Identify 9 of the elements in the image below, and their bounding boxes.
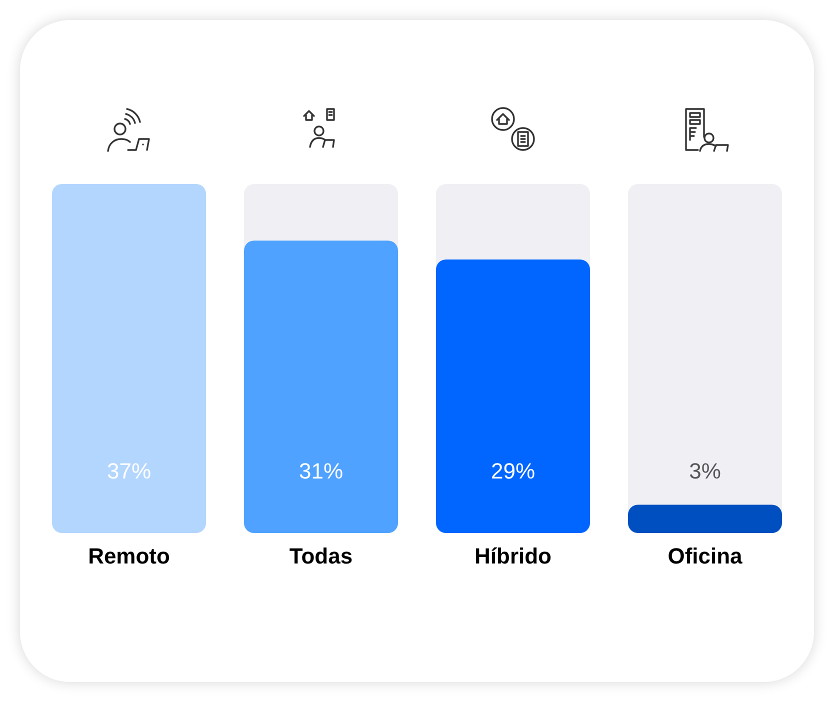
data-label: 37% xyxy=(106,458,152,484)
x-tick-label: Oficina xyxy=(668,544,744,568)
data-label: 3% xyxy=(689,458,721,484)
x-tick-label: Todas xyxy=(289,544,353,568)
bar xyxy=(628,504,782,533)
data-label: 29% xyxy=(490,458,536,484)
x-tick-label: Remoto xyxy=(88,544,170,568)
data-label: 31% xyxy=(298,458,344,484)
x-tick-label: Híbrido xyxy=(474,544,552,568)
